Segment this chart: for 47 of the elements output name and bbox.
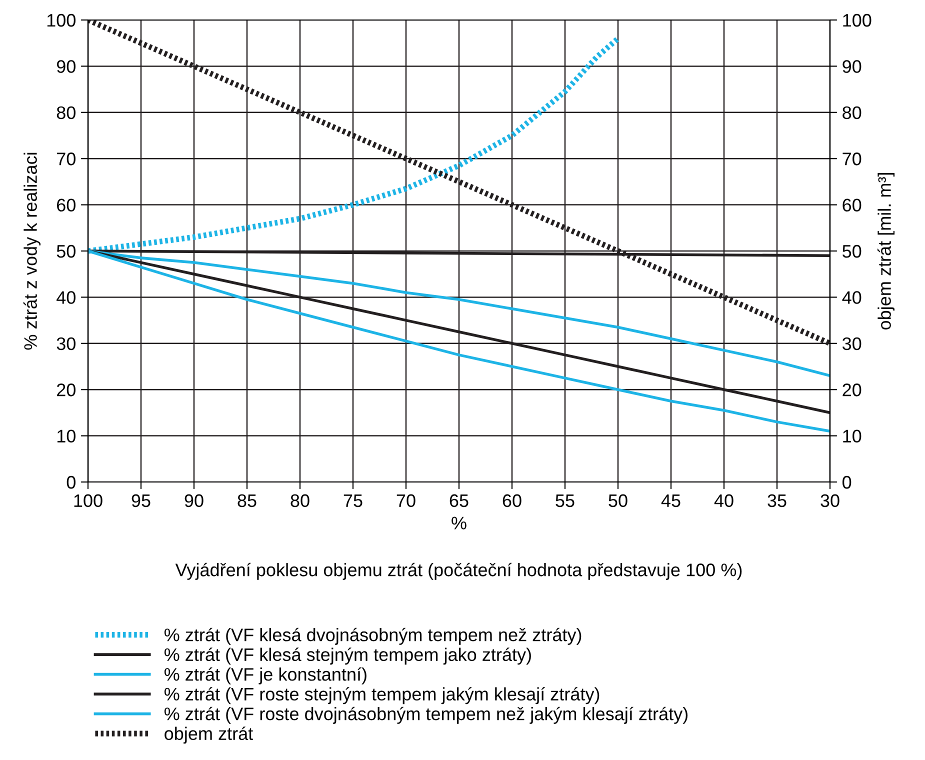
y-tick-label: 30	[56, 337, 76, 350]
x-tick-label: 70	[396, 494, 416, 508]
y2-tick-label: 20	[842, 384, 862, 396]
x-tick-label: 50	[608, 494, 628, 508]
x-tick-label: 60	[502, 494, 522, 508]
x-tick-label: 95	[132, 494, 150, 508]
x-tick-label: 75	[344, 494, 362, 508]
y-tick-label: 70	[57, 152, 76, 166]
y-tick-label: 10	[57, 430, 76, 443]
legend-label: % ztrát (VF je konstantní)	[164, 667, 366, 684]
x-tick-label: 85	[238, 494, 256, 508]
x-tick-label: 40	[714, 494, 734, 508]
y2-tick-label: 0	[842, 476, 852, 489]
y2-tick-label: 40	[842, 291, 862, 304]
y2-tick-label: 30	[842, 337, 862, 350]
y2-tick-label: 10	[843, 430, 862, 443]
y2-axis-title: objem ztrát [mil. m³]	[877, 173, 895, 330]
x-tick-label: 65	[450, 494, 468, 508]
y2-tick-label: 60	[842, 198, 862, 212]
y-tick-label: 60	[57, 198, 76, 212]
legend-label: objem ztrát	[164, 726, 254, 744]
y-tick-label: 40	[56, 291, 76, 304]
text: Vyjádření poklesu objemu ztrát (počáteční hodnota představuje 100 %)	[175, 562, 742, 580]
legend-label: % ztrát (VF klesá dvojnásobným tempem než ztráty)	[164, 628, 582, 645]
y2-tick-label: 90	[842, 60, 862, 73]
x-tick-label: 90	[184, 494, 204, 508]
y-tick-label: 100	[47, 14, 76, 27]
y-tick-label: 50	[56, 244, 76, 258]
y2-tick-label: 100	[843, 14, 872, 27]
y2-tick-label: 70	[842, 152, 862, 166]
x-tick-label: 30	[820, 494, 840, 508]
legend-label: % ztrát (VF roste dvojnásobným tempem než jakým klesají ztráty)	[164, 706, 688, 724]
y-tick-label: 90	[56, 60, 76, 73]
y-tick-label: 20	[57, 384, 76, 396]
x-tick-label: 100	[74, 494, 102, 508]
y2-tick-label: 50	[842, 244, 862, 258]
x-tick-label: 55	[556, 494, 574, 508]
x-tick-label: 80	[290, 494, 310, 508]
y-tick-label: 0	[66, 476, 76, 489]
y-axis-title: % ztrát z vody k realizaci	[23, 152, 41, 350]
x-axis-title: %	[452, 516, 466, 530]
x-tick-label: 45	[661, 494, 680, 508]
y2-tick-label: 80	[842, 106, 862, 120]
y-tick-label: 80	[56, 106, 76, 120]
legend-label: % ztrát (VF klesá stejným tempem jako ztráty)	[164, 648, 531, 665]
x-tick-label: 35	[768, 494, 786, 508]
legend-label: % ztrát (VF roste stejným tempem jakým klesají ztráty)	[164, 687, 600, 704]
